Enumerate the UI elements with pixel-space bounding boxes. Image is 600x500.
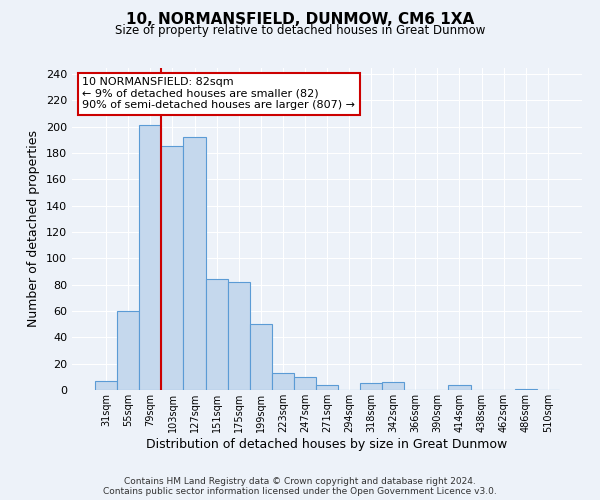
Bar xyxy=(448,384,470,390)
Bar xyxy=(95,381,117,390)
Text: 10, NORMANSFIELD, DUNMOW, CM6 1XA: 10, NORMANSFIELD, DUNMOW, CM6 1XA xyxy=(126,12,474,28)
Bar xyxy=(161,146,184,390)
Bar xyxy=(206,280,227,390)
Bar xyxy=(382,382,404,390)
Bar xyxy=(250,324,272,390)
Bar xyxy=(139,126,161,390)
Bar xyxy=(360,384,382,390)
X-axis label: Distribution of detached houses by size in Great Dunmow: Distribution of detached houses by size … xyxy=(146,438,508,450)
Text: 10 NORMANSFIELD: 82sqm
← 9% of detached houses are smaller (82)
90% of semi-deta: 10 NORMANSFIELD: 82sqm ← 9% of detached … xyxy=(82,77,355,110)
Bar xyxy=(272,373,294,390)
Bar xyxy=(184,138,206,390)
Text: Contains HM Land Registry data © Crown copyright and database right 2024.
Contai: Contains HM Land Registry data © Crown c… xyxy=(103,476,497,496)
Bar xyxy=(227,282,250,390)
Bar xyxy=(294,377,316,390)
Y-axis label: Number of detached properties: Number of detached properties xyxy=(28,130,40,327)
Bar xyxy=(515,388,537,390)
Text: Size of property relative to detached houses in Great Dunmow: Size of property relative to detached ho… xyxy=(115,24,485,37)
Bar xyxy=(117,311,139,390)
Bar xyxy=(316,384,338,390)
